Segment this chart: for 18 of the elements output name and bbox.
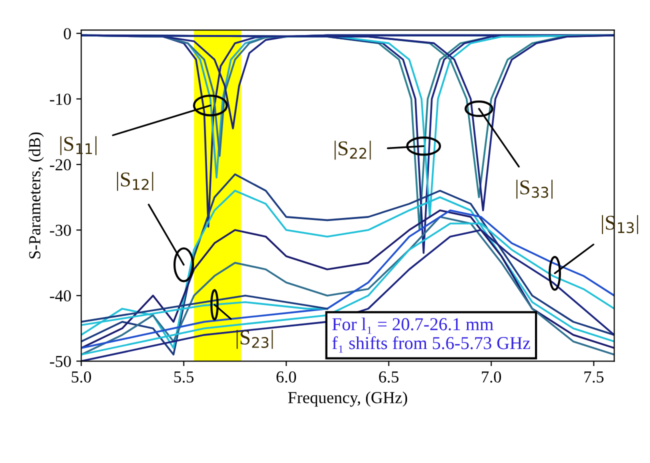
x-tick-label: 7.0 bbox=[482, 371, 502, 383]
y-tick-label: -40 bbox=[50, 290, 71, 302]
y-axis-title: S-Parameters, (dB) bbox=[28, 132, 44, 258]
annotation: |S$_{33}$| bbox=[516, 180, 553, 199]
y-tick-label: -10 bbox=[50, 94, 71, 105]
y-tick-label: -30 bbox=[50, 224, 71, 236]
x-tick-label: 6.0 bbox=[276, 371, 296, 383]
x-tick-label: 5.0 bbox=[72, 371, 92, 383]
y-tick-label: -20 bbox=[50, 159, 71, 170]
x-axis-title: Frequency, (GHz) bbox=[288, 392, 408, 407]
annotation: |S$_{22}$| bbox=[334, 140, 371, 160]
x-tick-label: 6.5 bbox=[379, 371, 399, 383]
annotation: |S$_{12}$| bbox=[117, 172, 154, 191]
x-tick-label: 7.5 bbox=[584, 372, 604, 383]
x-tick-label: 5.5 bbox=[174, 372, 194, 383]
annotation: For l₁ = 20.7-26.1 mm f₁ shifts from 5.6-5.73 GHz bbox=[332, 318, 530, 353]
y-tick-label: -50 bbox=[50, 356, 71, 368]
y-tick-label: 0 bbox=[64, 28, 71, 40]
